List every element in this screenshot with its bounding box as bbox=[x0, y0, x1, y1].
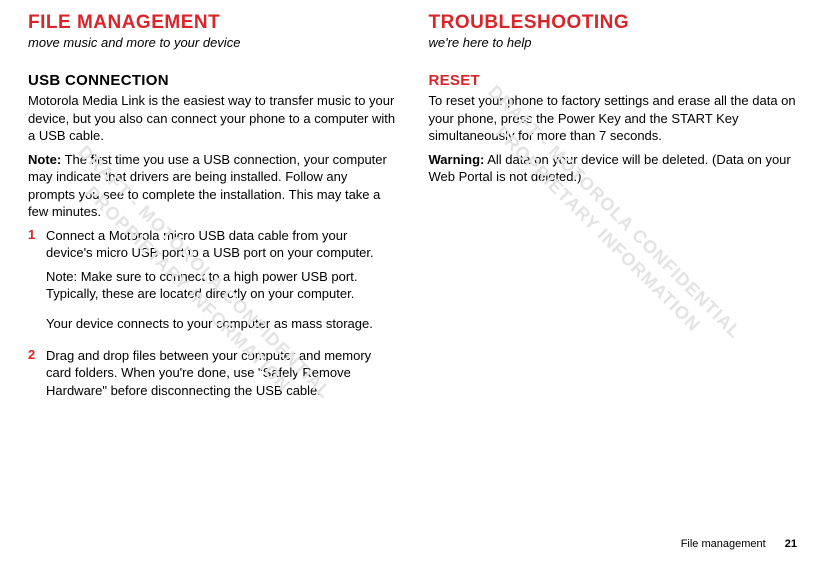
reset-section-title: Reset bbox=[429, 72, 798, 89]
step-1-sub: Your device connects to your computer as… bbox=[46, 315, 397, 333]
usb-note: Note: The first time you use a USB conne… bbox=[28, 151, 397, 221]
reset-paragraph-1: To reset your phone to factory settings … bbox=[429, 92, 798, 145]
left-column: File management move music and more to y… bbox=[28, 12, 397, 405]
usb-section-title: USB connection bbox=[28, 72, 397, 89]
note-label: Note: bbox=[28, 152, 61, 167]
note-text: The first time you use a USB connection,… bbox=[28, 152, 387, 220]
step-1-number: 1 bbox=[28, 227, 46, 262]
warning-label: Warning: bbox=[429, 152, 485, 167]
step-2-text: Drag and drop files between your compute… bbox=[46, 347, 397, 400]
page-footer: File management 21 bbox=[681, 538, 797, 550]
right-main-title: Troubleshooting bbox=[429, 12, 798, 34]
left-main-title: File management bbox=[28, 12, 397, 34]
left-subtitle: move music and more to your device bbox=[28, 35, 397, 50]
usb-paragraph-1: Motorola Media Link is the easiest way t… bbox=[28, 92, 397, 145]
step-2: 2 Drag and drop files between your compu… bbox=[28, 347, 397, 400]
right-subtitle: we're here to help bbox=[429, 35, 798, 50]
reset-warning: Warning: All data on your device will be… bbox=[429, 151, 798, 186]
step-1-note-text: Make sure to connect to a high power USB… bbox=[46, 269, 357, 302]
right-column: Troubleshooting we're here to help Reset… bbox=[429, 12, 798, 405]
step-1-text: Connect a Motorola micro USB data cable … bbox=[46, 227, 397, 262]
footer-page-number: 21 bbox=[785, 538, 797, 550]
step-1-note: Note: Make sure to connect to a high pow… bbox=[46, 268, 397, 303]
page-columns: File management move music and more to y… bbox=[28, 12, 797, 405]
step-1: 1 Connect a Motorola micro USB data cabl… bbox=[28, 227, 397, 262]
footer-label: File management bbox=[681, 538, 766, 550]
step-1-note-label: Note: bbox=[46, 269, 77, 284]
step-2-number: 2 bbox=[28, 347, 46, 400]
